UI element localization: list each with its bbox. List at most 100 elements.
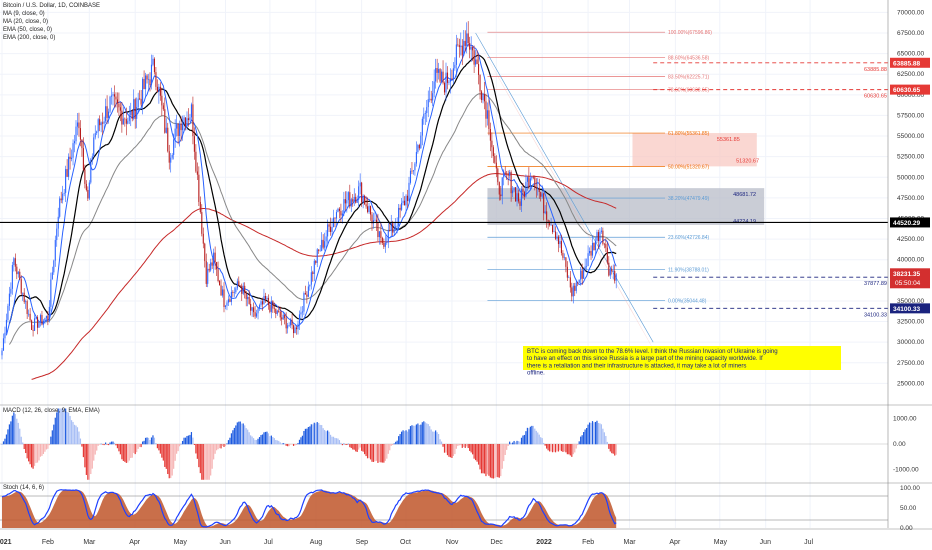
macd-bar — [377, 444, 379, 463]
candle-body — [184, 117, 187, 127]
candle-body — [364, 195, 366, 205]
resistance-zone — [632, 133, 757, 167]
candle-body — [165, 127, 167, 133]
macd-bar — [538, 434, 540, 445]
macd-bar — [488, 444, 490, 476]
macd-bar — [344, 444, 346, 445]
price-tick-label: 57500.00 — [897, 112, 924, 119]
macd-bar — [523, 434, 526, 445]
candle-body — [449, 78, 451, 82]
macd-bar — [340, 442, 342, 445]
macd-bar — [230, 433, 232, 445]
stoch-panel — [0, 489, 888, 528]
time-tick-label: 2022 — [536, 539, 552, 546]
candle-body — [375, 219, 377, 223]
macd-bar — [122, 444, 124, 461]
candle-body — [244, 285, 246, 294]
macd-bar — [244, 425, 246, 445]
macd-bar — [479, 444, 481, 470]
macd-bar — [380, 444, 382, 463]
candle-body — [578, 279, 580, 283]
macd-bar — [41, 444, 43, 456]
macd-bar — [408, 429, 410, 445]
candle-body — [369, 205, 372, 215]
candle-body — [442, 71, 444, 83]
macd-bar — [229, 437, 231, 445]
stoch-title[interactable]: Stoch (14, 6, 6) — [3, 485, 45, 491]
macd-bar — [461, 444, 463, 448]
macd-bar — [430, 429, 432, 445]
candle-body — [291, 319, 293, 326]
macd-bar — [128, 444, 130, 461]
zone-label-bottom: 44224.19 — [733, 219, 756, 225]
macd-bar — [399, 434, 401, 445]
macd-bar — [248, 432, 250, 445]
candle-body — [409, 170, 412, 183]
candle-body — [325, 236, 327, 242]
candle-body — [331, 227, 333, 232]
macd-bar — [420, 424, 422, 445]
macd-bar — [102, 444, 104, 445]
candle-body — [454, 64, 456, 69]
macd-bar — [409, 426, 412, 445]
candle-body — [182, 123, 184, 131]
macd-bar — [369, 444, 372, 460]
macd-bar — [32, 444, 34, 469]
stoch-k-line — [1, 489, 617, 528]
macd-bar — [269, 436, 271, 445]
horizontal-lines: 63885.88 60630.65 37877.89 34100.33 — [0, 62, 888, 318]
macd-bar — [294, 444, 296, 446]
candle-body — [381, 237, 383, 243]
candle-body — [396, 225, 398, 227]
candle-body — [125, 119, 127, 124]
macd-bar — [22, 442, 24, 445]
macd-bar — [383, 444, 385, 463]
indicator-ma9[interactable]: MA (9, close, 0) — [3, 11, 45, 17]
candle-body — [372, 220, 375, 224]
macd-bar — [75, 425, 77, 445]
candle-body — [253, 307, 255, 313]
candle-body — [177, 124, 179, 136]
candle-body — [273, 308, 275, 310]
channel-upper — [475, 32, 654, 343]
candle-body — [65, 169, 67, 193]
macd-bar — [162, 444, 164, 461]
candle-body — [432, 93, 434, 101]
stoch-tick-label: 0.00 — [900, 525, 913, 532]
indicator-ema50[interactable]: EMA (50, close, 0) — [3, 27, 53, 33]
macd-bar — [352, 444, 354, 450]
candle-body — [127, 120, 129, 124]
macd-bar — [424, 422, 426, 445]
candle-body — [103, 121, 105, 124]
macd-bar — [541, 438, 543, 445]
candle-body — [245, 293, 247, 300]
candle-body — [441, 71, 443, 82]
candle-body — [239, 285, 241, 287]
macd-bar — [290, 444, 292, 445]
candle-body — [279, 311, 281, 318]
macd-bar — [614, 444, 616, 456]
macd-bar — [495, 444, 497, 478]
indicator-ma20[interactable]: MA (20, close, 0) — [3, 19, 49, 25]
macd-bar — [395, 441, 397, 445]
candle-body — [202, 233, 204, 244]
macd-bar — [287, 444, 289, 447]
macd-bar — [218, 444, 221, 449]
macd-bar — [59, 408, 61, 445]
macd-bar — [84, 444, 86, 468]
candle-body — [402, 200, 404, 203]
indicator-ema200[interactable]: EMA (200, close, 0) — [3, 35, 56, 41]
macd-bar — [226, 443, 228, 445]
macd-bar — [529, 426, 531, 445]
candle-body — [20, 279, 22, 294]
candle-body — [45, 315, 47, 319]
macd-bar — [469, 444, 471, 451]
macd-title[interactable]: MACD (12, 26, close, 9, EMA, EMA) — [3, 408, 100, 414]
candle-body — [420, 135, 422, 149]
macd-bar — [113, 442, 116, 445]
price-label: 60630.65 — [893, 87, 920, 94]
candle-body — [387, 230, 389, 243]
price-label: 34100.33 — [893, 306, 920, 313]
candle-body — [147, 79, 150, 80]
